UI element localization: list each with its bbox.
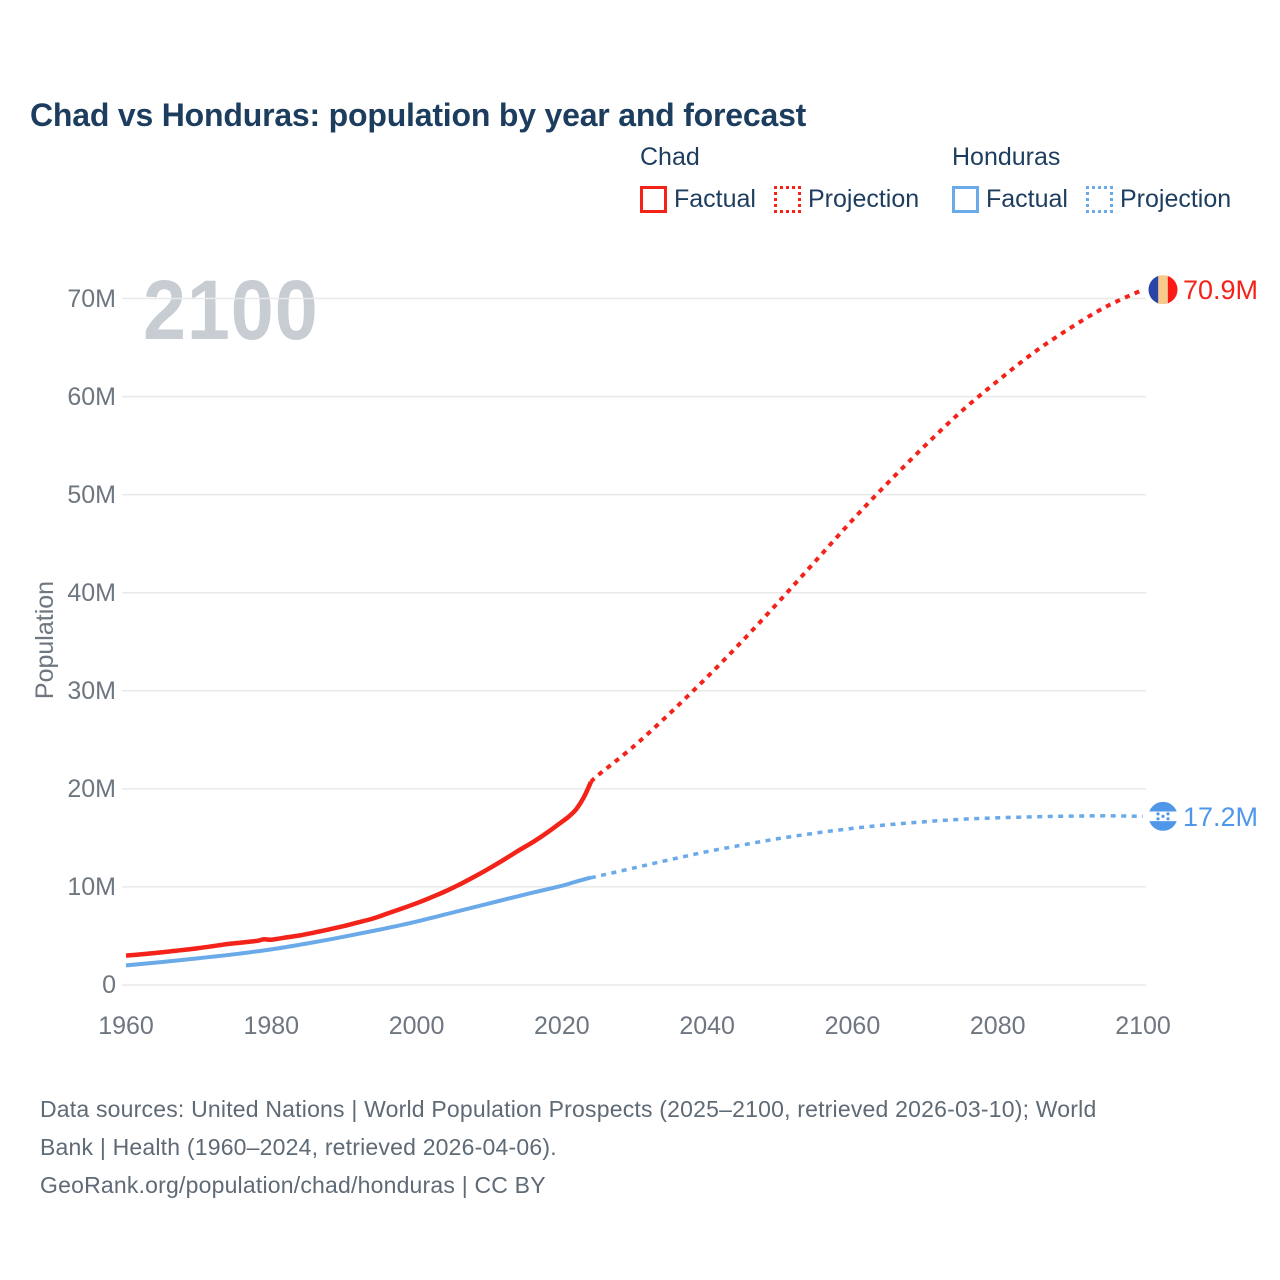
- x-tick-label: 2080: [969, 1012, 1026, 1040]
- y-tick-label: 40M: [67, 578, 116, 607]
- legend-label: Projection: [1119, 185, 1232, 213]
- y-axis-title: Population: [30, 580, 59, 700]
- honduras-factual-swatch-icon: [952, 186, 979, 213]
- end-label-chad: 70.9M: [1183, 275, 1259, 305]
- legend-header-honduras: Honduras: [952, 143, 1061, 171]
- legend-group-honduras: Honduras Factual Projection: [952, 143, 1231, 214]
- watermark-year: 2100: [143, 263, 319, 357]
- x-tick-label: 2100: [1115, 1012, 1171, 1040]
- chad-factual-swatch-icon: [640, 186, 667, 213]
- legend-label: Projection: [807, 185, 920, 213]
- y-tick-label: 20M: [67, 774, 116, 803]
- footer: Data sources: United Nations | World Pop…: [40, 1090, 1240, 1204]
- attribution-line: GeoRank.org/population/chad/honduras | C…: [40, 1172, 546, 1198]
- y-tick-label: 70M: [67, 284, 116, 313]
- data-sources-line: Data sources: United Nations | World Pop…: [40, 1096, 1097, 1122]
- honduras-projection-line: [590, 814, 1144, 880]
- x-tick-label: 2020: [534, 1012, 590, 1040]
- chart-title: Chad vs Honduras: population by year and…: [30, 97, 807, 134]
- x-tick-label: 2000: [388, 1012, 445, 1040]
- y-tick-label: 10M: [67, 872, 116, 901]
- legend-item-honduras-factual[interactable]: Factual: [952, 185, 1068, 214]
- legend-header-chad: Chad: [640, 143, 700, 171]
- honduras-projection-swatch-icon: [1085, 186, 1113, 213]
- data-sources-line: Bank | Health (1960–2024, retrieved 2026…: [40, 1134, 557, 1160]
- honduras-flag-icon: [1148, 801, 1178, 831]
- y-tick-label: 60M: [67, 382, 116, 411]
- y-tick-label: 0: [102, 971, 116, 999]
- legend-label: Factual: [986, 185, 1068, 213]
- x-tick-label: 1980: [243, 1012, 300, 1040]
- chad-flag-icon: [1148, 275, 1178, 305]
- legend-item-chad-projection[interactable]: Projection: [773, 185, 920, 214]
- legend-item-chad-factual[interactable]: Factual: [640, 185, 756, 214]
- chad-factual-line: [125, 781, 593, 958]
- line-chart: [122, 275, 1178, 986]
- legend-label: Factual: [674, 185, 756, 213]
- chad-projection-swatch-icon: [773, 186, 801, 213]
- legend-item-honduras-projection[interactable]: Projection: [1085, 185, 1232, 214]
- x-tick-label: 2060: [824, 1012, 881, 1040]
- y-tick-label: 50M: [67, 480, 116, 509]
- honduras-factual-line: [125, 875, 592, 968]
- legend-group-chad: Chad Factual Projection: [640, 143, 919, 214]
- x-tick-label: 1960: [98, 1012, 154, 1040]
- end-label-honduras: 17.2M: [1183, 802, 1259, 832]
- y-tick-label: 30M: [67, 676, 116, 705]
- chad-projection-line: [589, 287, 1144, 784]
- x-tick-label: 2040: [679, 1012, 735, 1040]
